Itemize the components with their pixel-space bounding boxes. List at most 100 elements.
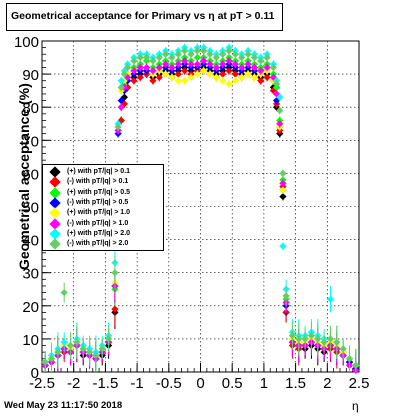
data-point [206, 70, 214, 78]
data-point [193, 60, 201, 68]
data-point [181, 57, 189, 65]
legend-entry: (-) with pT/|q| > 1.0 [43, 217, 163, 230]
y-tick-label: 100 [14, 34, 39, 51]
data-point [130, 57, 138, 65]
data-point [149, 57, 157, 65]
legend-entry: (+) with pT/|q| > 2.0 [43, 228, 163, 240]
data-point [279, 169, 287, 177]
data-point [174, 77, 182, 85]
data-point [155, 63, 163, 72]
data-point [143, 63, 151, 72]
data-point [244, 50, 252, 58]
legend-label: (-) with pT/|q| > 0.1 [67, 178, 129, 186]
data-point [333, 338, 341, 346]
y-tick-label: 30 [22, 266, 39, 283]
data-point [314, 335, 322, 343]
data-point [98, 345, 106, 353]
data-point [117, 96, 125, 105]
data-point [181, 67, 189, 75]
data-point [231, 50, 239, 58]
data-point [120, 70, 129, 78]
series [41, 46, 360, 372]
data-point [206, 50, 214, 58]
data-point [41, 358, 49, 366]
data-point [231, 60, 239, 68]
data-point [117, 83, 125, 91]
data-points [41, 43, 360, 374]
data-point [269, 87, 278, 95]
data-point [250, 63, 258, 72]
data-point [250, 53, 258, 62]
data-point [269, 63, 278, 72]
x-tick-label: -2 [67, 375, 80, 392]
data-point [288, 331, 297, 340]
data-point [92, 351, 100, 360]
data-point [79, 345, 87, 353]
y-tick-label: 70 [22, 133, 39, 150]
x-tick-label: -1 [130, 375, 143, 392]
data-point [162, 60, 170, 68]
x-tick-label: 0 [196, 375, 204, 392]
data-point [231, 77, 239, 85]
data-point [231, 70, 239, 78]
legend-marker [49, 238, 61, 250]
data-point [155, 73, 163, 82]
data-point [279, 192, 287, 201]
data-point [200, 67, 208, 75]
data-point [187, 50, 195, 58]
data-point [130, 67, 138, 75]
title-box: Geometrical acceptance for Primary vs η … [6, 3, 283, 31]
data-point [143, 53, 151, 62]
data-point [219, 50, 227, 58]
data-point [162, 50, 170, 58]
data-point [212, 63, 220, 72]
data-point [276, 106, 284, 115]
legend-label: (+) with pT/|q| > 0.1 [67, 168, 131, 175]
data-point [345, 355, 354, 363]
data-point [149, 77, 157, 85]
data-point [117, 103, 125, 111]
data-point [60, 338, 68, 346]
data-point [47, 355, 56, 363]
x-axis-title: η [352, 399, 359, 413]
legend-marker [49, 207, 61, 219]
data-point [301, 335, 309, 343]
x-tick-label: 2.5 [349, 375, 370, 392]
data-point [162, 70, 170, 78]
data-point [168, 53, 176, 62]
data-point [276, 120, 284, 128]
data-point [174, 50, 182, 58]
data-point [60, 288, 68, 297]
legend-label: (+) with pT/|q| > 1.0 [67, 209, 131, 217]
data-point [257, 77, 265, 85]
x-tick-label: 2 [323, 375, 331, 392]
data-point [200, 47, 208, 55]
y-tick-label: 10 [22, 332, 39, 349]
data-point [257, 57, 265, 65]
y-tick-label: 60 [22, 166, 39, 183]
legend-entry: (-) with pT/|q| > 2.0 [43, 238, 163, 250]
data-point [111, 269, 119, 277]
x-tick-label: -2.5 [29, 375, 55, 392]
data-point [187, 73, 195, 82]
data-point [269, 73, 278, 82]
data-point [279, 242, 287, 250]
data-point [168, 63, 176, 72]
data-point [73, 338, 81, 346]
data-point [212, 73, 220, 82]
data-point [225, 57, 233, 65]
chart-title: Geometrical acceptance for Primary vs η … [11, 10, 275, 22]
data-point [225, 47, 233, 55]
data-point [200, 57, 208, 65]
data-point [276, 93, 284, 101]
y-tick-label: 0 [31, 365, 39, 382]
data-point [136, 73, 144, 82]
data-point [326, 335, 335, 343]
data-point [263, 63, 271, 72]
legend-entry: (-) with pT/|q| > 0.1 [43, 176, 163, 188]
legend-marker [49, 176, 61, 188]
data-point [238, 53, 246, 62]
data-point [193, 70, 201, 78]
data-point [206, 60, 214, 68]
data-point [339, 345, 347, 353]
